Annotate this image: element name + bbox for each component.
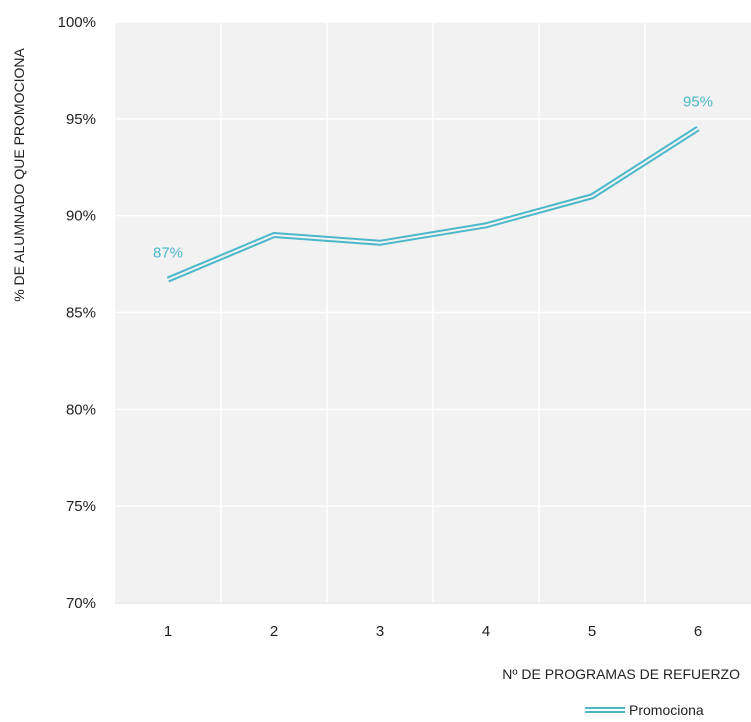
y-tick-label: 85% <box>66 305 96 322</box>
y-tick-label: 95% <box>66 111 96 128</box>
x-axis-title: Nº DE PROGRAMAS DE REFUERZO <box>502 666 740 682</box>
data-label: 95% <box>683 94 713 111</box>
y-tick-label: 75% <box>66 498 96 515</box>
series-line-inner <box>167 127 699 281</box>
x-axis-tick-labels: 1 2 3 4 5 6 <box>164 623 702 640</box>
y-tick-label: 100% <box>58 14 96 31</box>
x-tick-label: 5 <box>588 623 596 640</box>
x-tick-label: 2 <box>270 623 278 640</box>
legend-label-promociona: Promociona <box>629 702 704 718</box>
y-tick-label: 80% <box>66 401 96 418</box>
x-tick-label: 3 <box>376 623 384 640</box>
y-tick-label: 70% <box>66 595 96 612</box>
x-tick-label: 6 <box>694 623 702 640</box>
y-axis-tick-labels: 70% 75% 80% 85% 90% 95% 100% <box>58 14 96 612</box>
x-tick-label: 4 <box>482 623 490 640</box>
y-tick-label: 90% <box>66 208 96 225</box>
series-lines <box>166 125 700 283</box>
legend: Promociona <box>585 702 704 718</box>
y-axis-title: % DE ALUMNADO QUE PROMOCIONA <box>11 48 27 302</box>
gridlines <box>115 21 751 604</box>
x-tick-label: 1 <box>164 623 172 640</box>
data-labels: 87% 95% <box>153 94 713 262</box>
data-label: 87% <box>153 245 183 262</box>
